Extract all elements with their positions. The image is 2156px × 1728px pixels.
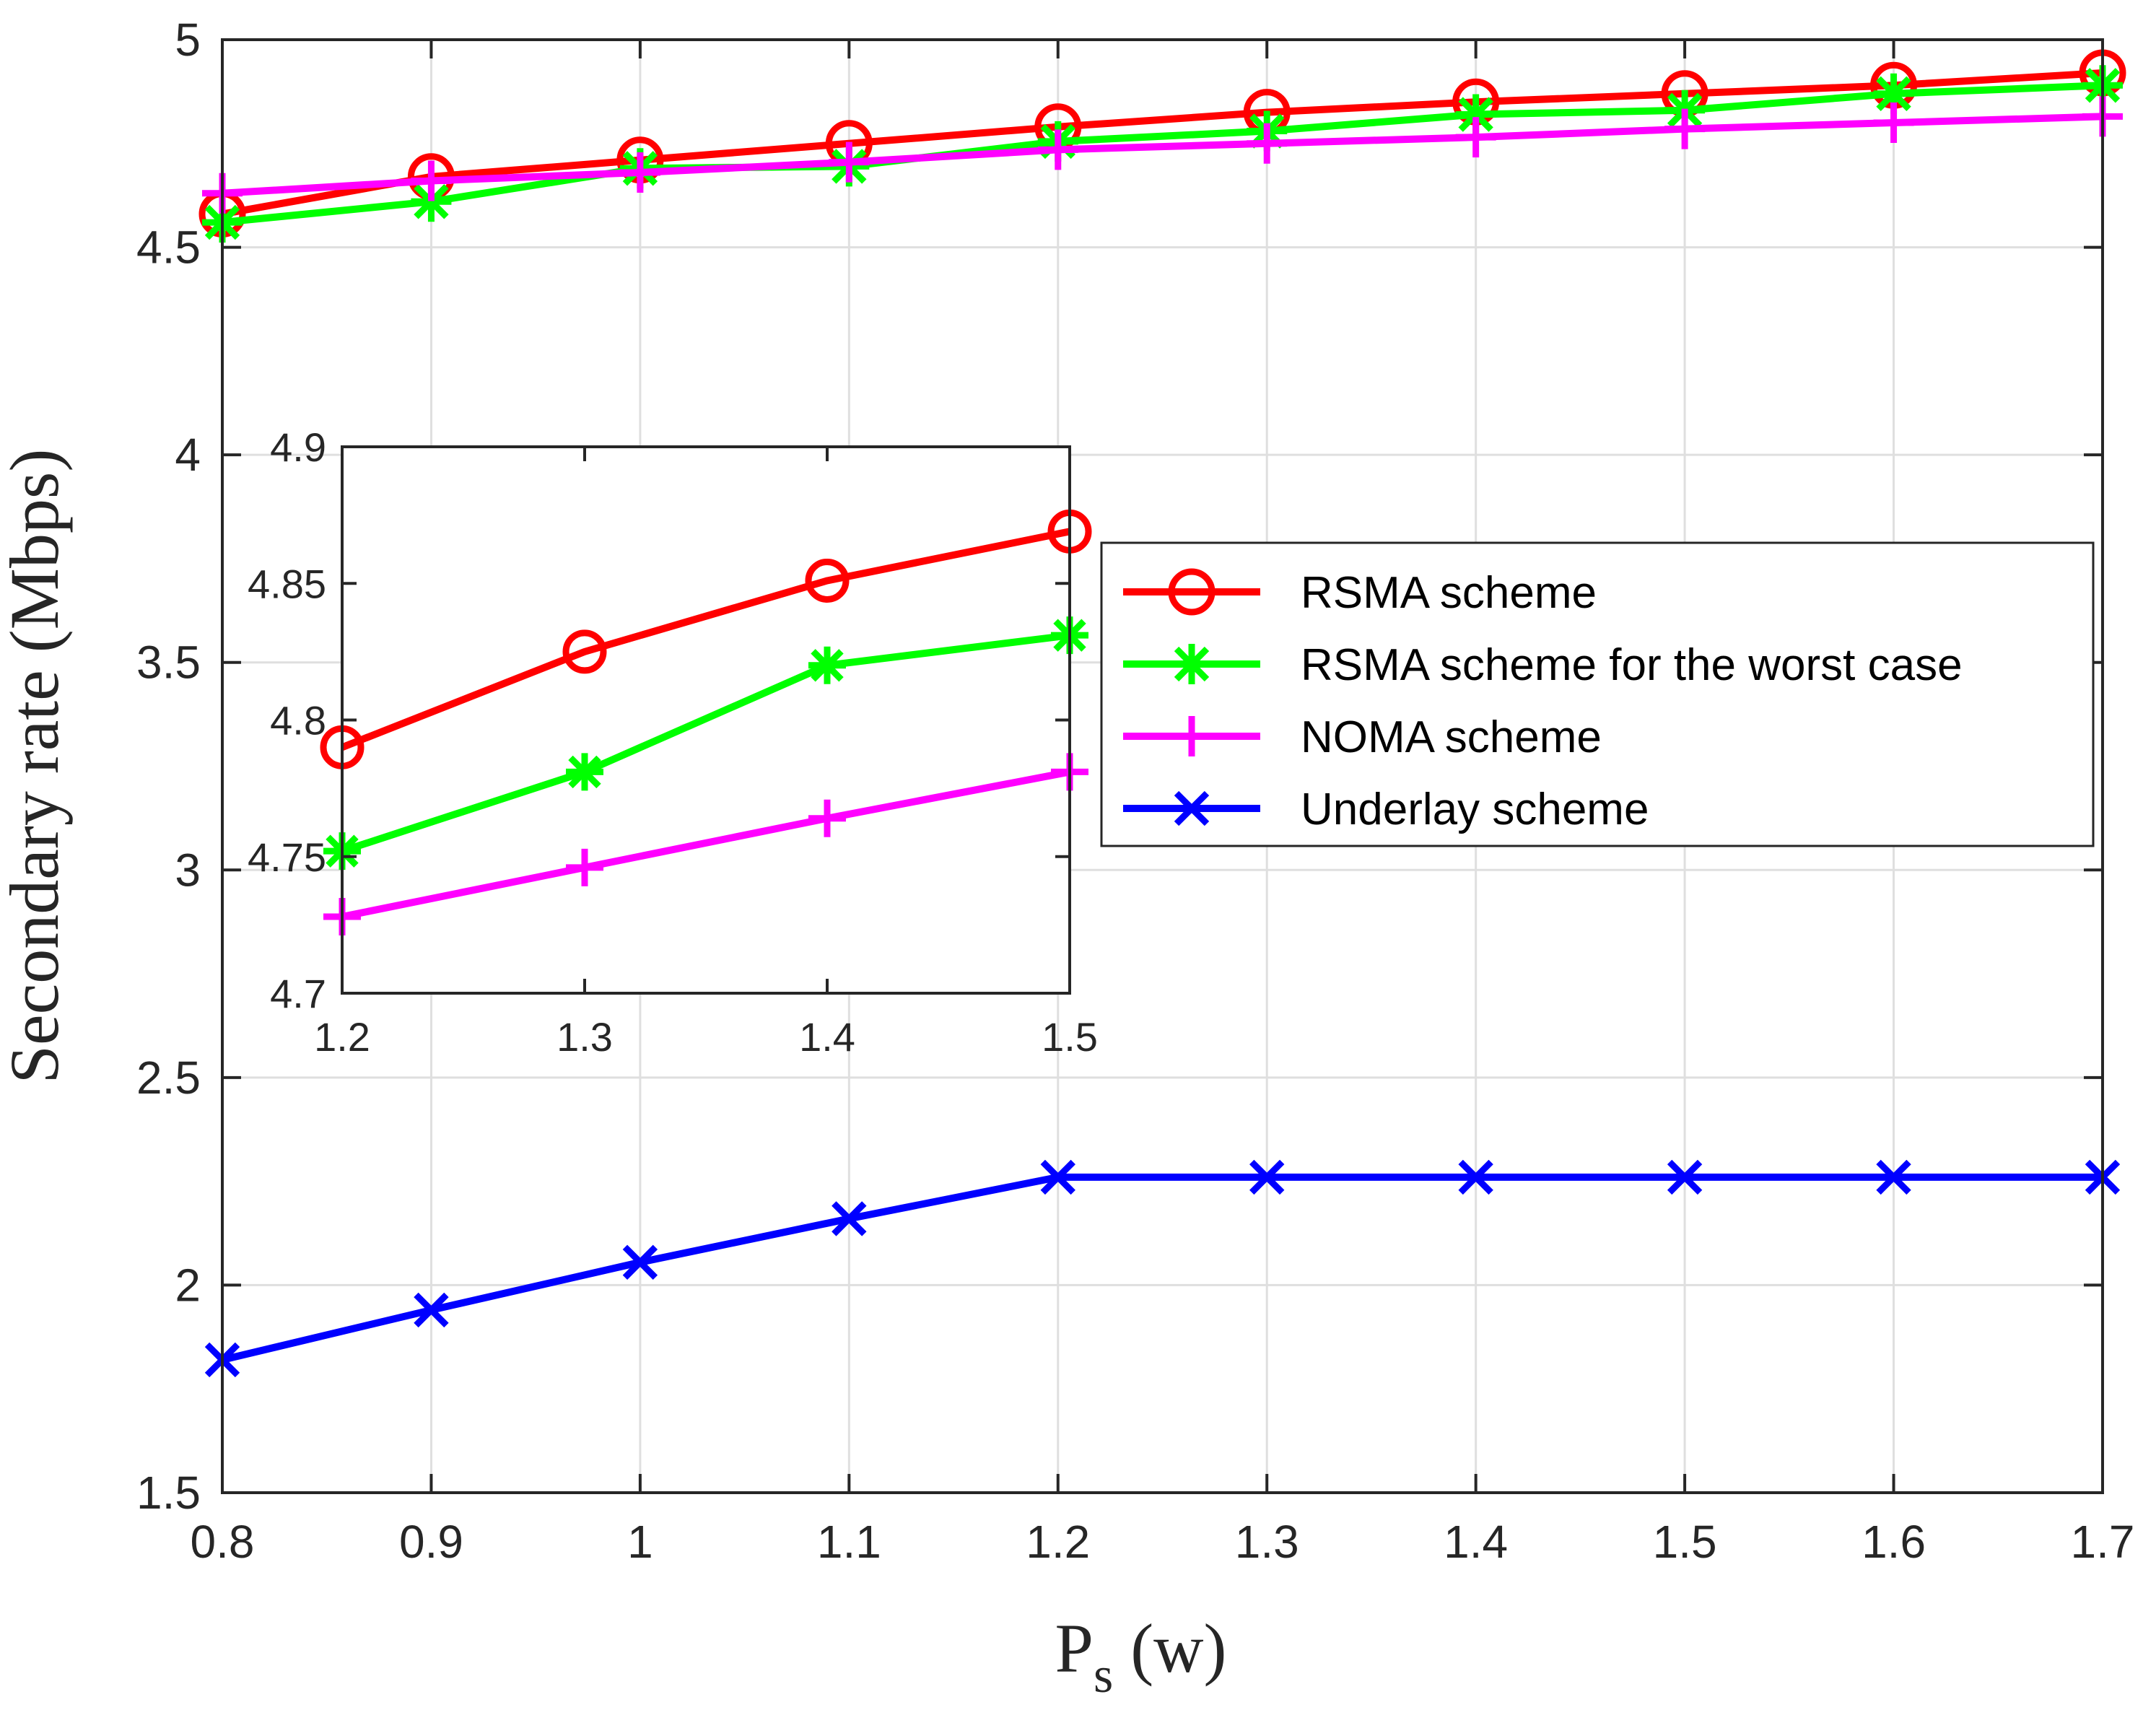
main-series [198, 49, 2126, 1378]
inset-series-0 [320, 509, 1092, 769]
y-tick-label-6: 4.5 [136, 222, 201, 274]
y-tick-label-2: 2.5 [136, 1052, 201, 1104]
main-series-3-point-6 [1458, 1159, 1493, 1195]
inset-axes: 1.2 1.3 1.4 1.5 4.7 4.75 4.8 4.85 4.9 [248, 424, 1098, 1060]
x-tick-label-7: 1.5 [1653, 1516, 1717, 1568]
inset-series [320, 509, 1092, 936]
main-series-2-point-5 [1247, 123, 1288, 164]
main-series-1-line [222, 82, 2103, 227]
main-series-3-point-7 [1667, 1159, 1703, 1195]
main-series-1-point-8 [1873, 73, 1914, 114]
main-series-3-point-1 [414, 1292, 449, 1328]
main-series-1-point-1 [411, 181, 452, 222]
y-axis-title: Secondary rate (Mbps) [0, 449, 73, 1084]
x-axis-title: Ps (w) [1055, 1610, 1227, 1703]
inset-series-2-line [341, 768, 1070, 920]
y-tick-label-7: 5 [175, 14, 201, 66]
main-series-3-point-5 [1249, 1159, 1285, 1195]
x-tick-label-4: 1.2 [1026, 1516, 1090, 1568]
inset-x-tick-label-2: 1.4 [799, 1014, 855, 1060]
y-tick-label-5: 4 [175, 429, 201, 481]
legend-marker-1 [1171, 644, 1212, 684]
inset-series-1-line [341, 632, 1070, 855]
legend-marker-0 [1168, 568, 1216, 616]
x-tick-label-0: 0.8 [191, 1516, 255, 1568]
main-series-2 [202, 96, 2123, 214]
main-axes-frame [221, 38, 2104, 1494]
main-series-1-point-6 [1455, 94, 1496, 135]
inset-y-tick-label-2: 4.8 [270, 698, 326, 743]
inset-x-tick-label-3: 1.5 [1042, 1014, 1098, 1060]
x-tick-label-9: 1.7 [2071, 1516, 2135, 1568]
main-series-2-point-8 [1873, 102, 1914, 144]
main-series-2-point-2 [619, 152, 660, 193]
y-tick-label-4: 3.5 [136, 637, 201, 689]
main-series-2-point-3 [829, 141, 870, 183]
inset-series-0-point-1 [562, 629, 607, 674]
main-series-0-line [222, 69, 2103, 218]
inset-y-tick-label-4: 4.9 [270, 424, 326, 470]
x-tick-label-2: 1 [627, 1516, 653, 1568]
inset-y-tick-label-0: 4.7 [270, 971, 326, 1016]
x-axis-title-subscript: s [1094, 1648, 1113, 1703]
inset-series-2-point-2 [808, 799, 846, 837]
legend: RSMA scheme RSMA scheme for the worst cas… [1100, 541, 2095, 847]
main-series-3-point-3 [832, 1201, 867, 1236]
main-axis-ticks: 0.8 0.9 1 1.1 1.2 1.3 1.4 1.5 1.6 1.7 1.5 2 2.5 3 3.5 4… [136, 14, 2134, 1568]
legend-entry-2: NOMA scheme [1123, 712, 1602, 762]
inset-axis-ticks: 1.2 1.3 1.4 1.5 4.7 4.75 4.8 4.85 4.9 [248, 424, 1098, 1060]
main-series-2-point-4 [1037, 129, 1078, 170]
legend-label-2: NOMA scheme [1301, 712, 1602, 762]
x-tick-label-1: 0.9 [399, 1516, 463, 1568]
y-tick-label-0: 1.5 [136, 1467, 201, 1519]
legend-label-0: RSMA scheme [1301, 568, 1597, 618]
inset-series-1-point-1 [566, 753, 603, 791]
inset-y-tick-label-3: 4.85 [248, 561, 326, 606]
x-tick-label-5: 1.3 [1235, 1516, 1299, 1568]
inset-x-tick-label-1: 1.3 [557, 1014, 613, 1060]
x-tick-label-8: 1.6 [1862, 1516, 1926, 1568]
main-series-3-point-2 [622, 1244, 658, 1280]
x-axis-title-main: P [1055, 1610, 1094, 1687]
inset-y-tick-label-1: 4.75 [248, 834, 326, 880]
legend-entry-1: RSMA scheme for the worst case [1123, 640, 1963, 690]
main-series-3 [204, 1159, 2121, 1378]
x-tick-label-3: 1.1 [817, 1516, 881, 1568]
legend-entry-0: RSMA scheme [1123, 568, 1597, 618]
x-tick-label-6: 1.4 [1444, 1516, 1508, 1568]
legend-label-3: Underlay scheme [1301, 785, 1649, 834]
main-series-3-point-8 [1876, 1159, 1911, 1195]
main-series-2-point-6 [1455, 117, 1496, 158]
main-series-2-point-7 [1664, 108, 1706, 149]
inset-series-2-point-1 [566, 848, 603, 886]
main-series-1 [202, 65, 2123, 243]
x-axis-title-unit: (w) [1113, 1610, 1226, 1687]
legend-marker-2 [1171, 716, 1212, 756]
legend-label-1: RSMA scheme for the worst case [1301, 640, 1963, 690]
main-series-3-line [221, 1173, 2103, 1363]
y-tick-label-3: 3 [175, 844, 201, 896]
main-series-2-point-1 [411, 160, 452, 201]
main-series-3-point-4 [1040, 1159, 1075, 1195]
inset-x-tick-label-0: 1.2 [314, 1014, 370, 1060]
inset-series-1-point-2 [808, 646, 846, 684]
inset-series-0-line [341, 528, 1070, 751]
legend-box [1100, 541, 2095, 847]
inset-series-0-point-2 [805, 558, 850, 603]
legend-entry-3: Underlay scheme [1123, 785, 1649, 834]
y-tick-label-1: 2 [175, 1259, 201, 1311]
main-series-2-line [222, 113, 2103, 197]
legend-marker-3 [1174, 790, 1210, 826]
